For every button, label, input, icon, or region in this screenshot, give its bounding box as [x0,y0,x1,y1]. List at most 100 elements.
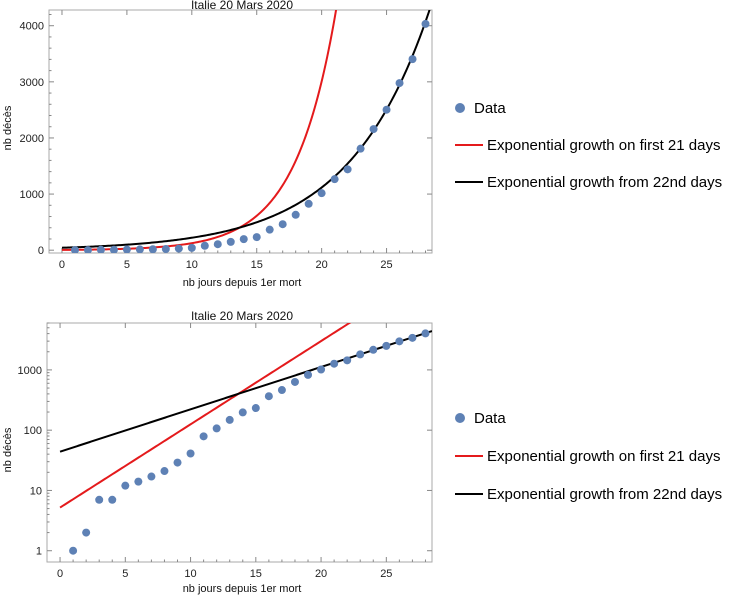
data-point [121,481,130,490]
data-point [225,415,234,424]
x-tick-label: 20 [315,568,327,580]
data-point [238,408,247,417]
y-tick-label: 3000 [20,77,44,89]
data-point [226,237,235,246]
data-point [213,240,222,249]
y-axis-label: nb décès [2,105,14,150]
legend-label: Data [474,100,506,117]
x-tick-label: 15 [250,568,262,580]
series-layer [59,323,432,555]
data-point [186,449,195,458]
data-point [252,233,261,242]
plot-area: 0 5 10 15 20 25 1 10 100 1000 [18,322,433,580]
legend-marker [455,413,465,423]
data-point [187,243,196,252]
data-point [82,528,91,537]
data-point [122,245,131,253]
data-point [382,341,391,350]
data-point [148,245,157,253]
data-point [70,246,79,253]
data-point [304,370,313,379]
y-tick-label: 10 [30,485,42,497]
data-point [343,356,352,365]
data-point [95,495,104,504]
plot-frame [48,9,433,254]
y-tick-label: 2000 [20,133,44,145]
y-tick-label: 0 [38,245,44,257]
chart-title: Italie 20 Mars 2020 [191,0,293,12]
series-line [59,323,352,509]
data-point [408,333,417,342]
data-point [161,245,170,253]
data-point [212,424,221,433]
data-point [330,359,339,368]
legend: Data Exponential growth on first 21 days E… [455,410,722,503]
legend: Data Exponential growth on first 21 days E… [455,100,722,191]
data-point [173,458,182,467]
data-point [290,377,299,386]
data-point [395,79,404,88]
data-point [304,199,313,208]
data-point [408,55,417,64]
x-tick-label: 25 [380,259,392,271]
data-point [317,365,326,374]
series-layer [61,10,431,253]
x-tick-label: 10 [184,568,196,580]
x-tick-label: 0 [59,259,65,271]
legend-marker [455,103,465,113]
data-point [147,472,156,481]
data-point [369,125,378,134]
x-tick-label: 5 [124,259,130,271]
x-tick-label: 0 [57,568,63,580]
data-point [277,386,286,395]
chart-title: Italie 20 Mars 2020 [191,309,293,323]
plot-area: 0 5 10 15 20 25 0 1000 2000 3000 4000 [20,9,433,271]
data-point [251,404,260,413]
data-point [265,225,274,234]
data-point [134,477,143,486]
data-point [108,495,117,504]
data-point [109,245,118,253]
x-axis-label: nb jours depuis 1er mort [183,583,302,595]
data-point [264,392,273,401]
x-axis-label: nb jours depuis 1er mort [183,277,302,289]
legend-label: Data [474,410,506,427]
y-tick-label: 1000 [20,189,44,201]
y-tick-label: 1 [36,546,42,558]
x-tick-label: 5 [122,568,128,580]
data-point [330,175,339,184]
data-point [174,244,183,253]
data-point [278,220,287,229]
data-point [356,144,365,153]
x-tick-label: 15 [251,259,263,271]
data-point [135,245,144,253]
x-tick-label: 20 [316,259,328,271]
data-point [343,165,352,174]
y-tick-label: 4000 [20,21,44,33]
legend-label: Exponential growth on first 21 days [487,137,720,154]
chart-log: Italie 20 Mars 2020 nb jours depuis 1er … [2,309,722,595]
data-point [239,235,248,244]
legend-label: Exponential growth from 22nd days [487,486,722,503]
legend-label: Exponential growth from 22nd days [487,174,722,191]
y-tick-label: 1000 [18,365,42,377]
x-tick-label: 10 [186,259,198,271]
legend-label: Exponential growth on first 21 days [487,448,720,465]
data-point [160,467,169,476]
data-point [69,546,78,555]
y-tick-label: 100 [24,425,42,437]
data-point [83,246,92,253]
plot-frame [46,322,433,563]
data-point [317,189,326,198]
data-point [199,432,208,441]
data-point [421,19,430,28]
data-point [395,337,404,346]
x-tick-label: 25 [380,568,392,580]
data-point [291,210,300,219]
data-point [369,345,378,354]
data-point [382,105,391,114]
y-axis-label: nb décès [2,427,14,472]
data-point [421,329,430,338]
series-line [61,10,431,249]
